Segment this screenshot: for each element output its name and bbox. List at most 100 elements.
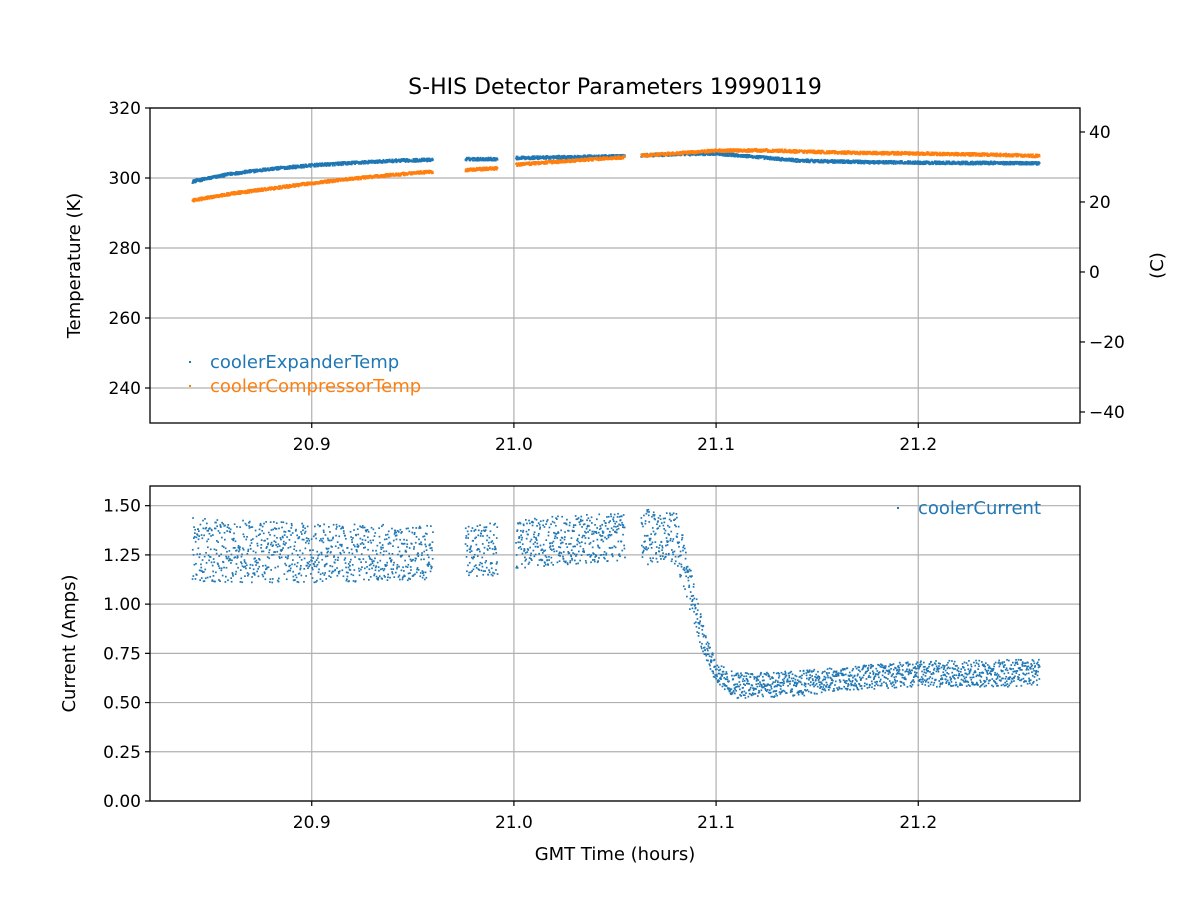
data-point — [402, 160, 405, 162]
data-point — [367, 175, 370, 177]
data-point — [225, 194, 228, 197]
data-point — [515, 157, 518, 160]
data-point — [781, 148, 784, 151]
data-point — [551, 156, 554, 159]
data-point — [367, 161, 370, 164]
data-point — [767, 150, 769, 153]
data-point — [785, 159, 787, 162]
data-point — [321, 162, 324, 165]
data-point — [682, 153, 684, 155]
data-point — [326, 181, 329, 184]
data-point — [880, 160, 883, 163]
data-point — [701, 149, 704, 152]
data-point — [587, 160, 590, 162]
data-point — [331, 164, 334, 167]
data-point — [728, 148, 731, 151]
data-point — [292, 183, 294, 185]
data-point — [557, 162, 560, 165]
data-point — [729, 152, 732, 155]
data-point — [552, 157, 555, 160]
data-point — [299, 166, 302, 169]
data-point — [1037, 163, 1040, 166]
data-point — [558, 157, 560, 160]
data-point — [468, 169, 471, 172]
data-point — [234, 172, 237, 174]
data-point — [986, 163, 989, 165]
data-point — [890, 159, 893, 162]
data-point — [309, 166, 312, 168]
data-point — [388, 158, 391, 161]
data-point — [914, 161, 917, 163]
data-point — [951, 163, 953, 166]
data-point — [487, 159, 490, 162]
data-point — [548, 159, 551, 162]
data-point — [872, 160, 875, 162]
data-point — [756, 157, 759, 160]
data-point — [733, 154, 735, 157]
data-point — [516, 165, 519, 167]
data-point — [772, 156, 775, 159]
data-point — [941, 163, 944, 165]
data-point — [256, 189, 259, 192]
data-point — [789, 158, 791, 160]
data-point — [379, 176, 381, 179]
data-point — [351, 160, 353, 163]
data-point — [258, 190, 260, 193]
data-point — [375, 160, 378, 163]
data-point — [564, 157, 567, 160]
data-point — [726, 153, 728, 156]
data-point — [525, 156, 527, 158]
data-point — [413, 160, 415, 163]
data-point — [309, 181, 312, 184]
data-point — [247, 189, 250, 192]
data-point — [615, 158, 618, 161]
data-point — [609, 156, 611, 159]
data-point — [195, 181, 197, 184]
data-point — [360, 178, 362, 180]
data-point — [1022, 163, 1025, 166]
data-point — [794, 160, 796, 163]
data-point — [255, 188, 257, 191]
data-point — [621, 157, 624, 160]
data-point — [987, 160, 990, 163]
data-point — [822, 159, 824, 162]
data-point — [520, 157, 523, 160]
data-point — [427, 157, 429, 160]
data-point — [764, 150, 766, 153]
data-point — [521, 156, 523, 158]
data-point — [672, 151, 674, 154]
data-point — [229, 194, 231, 197]
data-point — [876, 160, 879, 163]
data-point — [296, 185, 299, 187]
data-point — [826, 159, 829, 161]
data-point — [342, 163, 345, 166]
data-point — [751, 155, 754, 157]
data-point — [651, 152, 653, 155]
data-point — [533, 161, 535, 163]
data-point — [287, 186, 290, 189]
data-point — [199, 177, 201, 180]
data-point — [543, 160, 545, 163]
data-point — [486, 167, 489, 169]
data-point — [608, 154, 611, 157]
data-point — [566, 155, 569, 157]
data-point — [264, 168, 267, 171]
data-point — [830, 159, 832, 162]
data-point — [796, 149, 798, 152]
data-point — [480, 168, 483, 170]
data-point — [307, 181, 309, 184]
data-point — [357, 175, 360, 178]
data-point — [790, 160, 793, 163]
data-point — [644, 155, 647, 158]
data-point — [269, 188, 272, 191]
data-point — [590, 154, 593, 157]
data-point — [701, 151, 703, 154]
data-point — [528, 161, 531, 164]
data-point — [822, 161, 825, 163]
data-point — [621, 156, 623, 159]
data-point — [1026, 163, 1029, 166]
data-point — [516, 155, 519, 158]
data-point — [306, 184, 309, 187]
